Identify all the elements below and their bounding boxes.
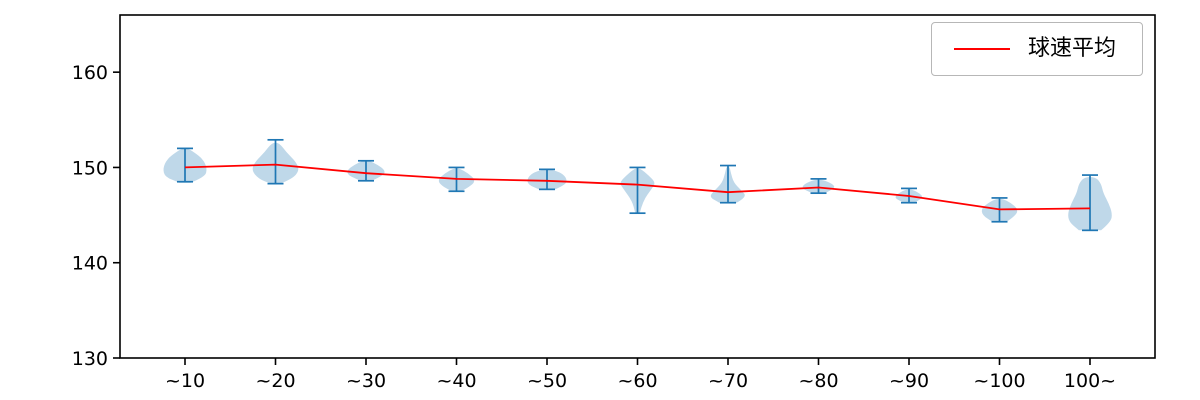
x-tick-label: ~80 [798, 370, 838, 392]
y-tick-label: 140 [72, 253, 108, 275]
y-tick-label: 130 [72, 348, 108, 370]
x-tick-label: ~10 [165, 370, 205, 392]
x-tick-label: ~40 [436, 370, 476, 392]
y-tick-label: 150 [72, 157, 108, 179]
x-tick-label: ~100 [973, 370, 1025, 392]
y-tick-label: 160 [72, 62, 108, 84]
x-tick-label: ~90 [889, 370, 929, 392]
x-tick-label: ~70 [708, 370, 748, 392]
legend-line-sample [953, 48, 1010, 50]
x-tick-label: 100~ [1064, 370, 1116, 392]
mean-velocity-line [184, 163, 1091, 211]
legend-label: 球速平均 [1027, 36, 1116, 61]
legend: 球速平均 [930, 22, 1143, 76]
x-tick-label: ~50 [527, 370, 567, 392]
x-tick-label: ~30 [346, 370, 386, 392]
x-tick-label: ~60 [617, 370, 657, 392]
x-tick-label: ~20 [255, 370, 295, 392]
